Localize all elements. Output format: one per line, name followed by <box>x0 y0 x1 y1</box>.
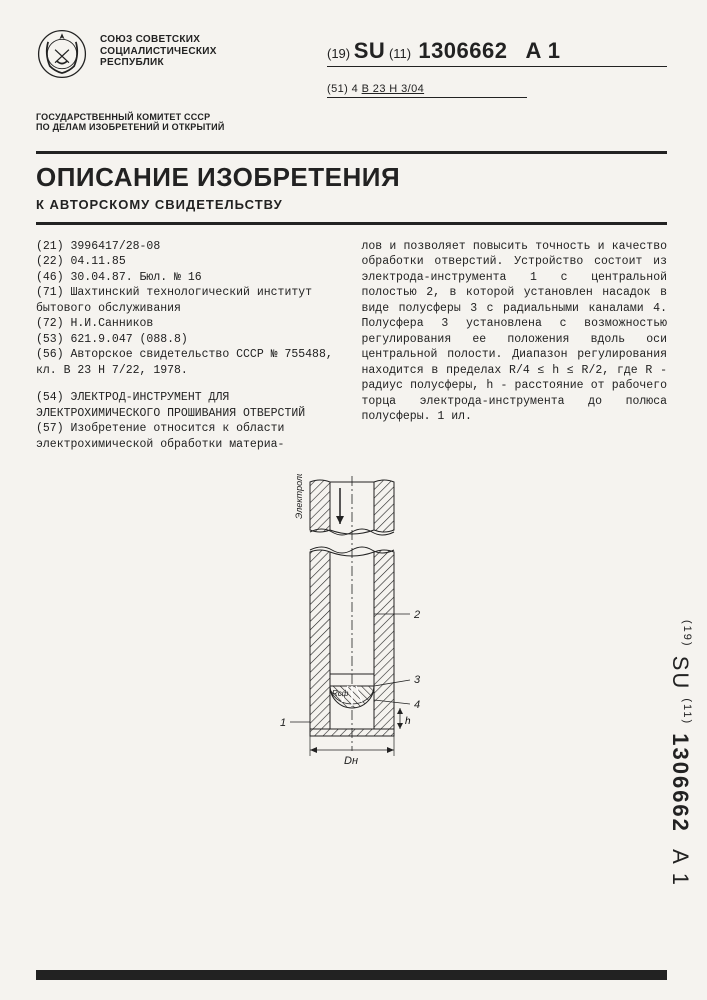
country-code: SU <box>354 38 386 63</box>
committee-label: ГОСУДАРСТВЕННЫЙ КОМИТЕТ СССР ПО ДЕЛАМ ИЗ… <box>36 112 667 133</box>
side-number: 1306662 <box>668 733 693 833</box>
publication-number: 1306662 <box>418 38 507 63</box>
right-column: лов и позволяет повысить точность и каче… <box>362 239 668 465</box>
side-11: (11) <box>681 698 693 725</box>
side-su: SU <box>668 656 693 691</box>
body-columns: (21) 3996417/28-08 (22) 04.11.85 (46) 30… <box>36 239 667 465</box>
field-22: (22) 04.11.85 <box>36 254 342 270</box>
electrolyte-label: Электролит <box>294 474 304 519</box>
field-57-left: (57) Изобретение относится к области эле… <box>36 421 342 452</box>
ussr-emblem-icon <box>36 28 88 80</box>
field-54: (54) ЭЛЕКТРОД-ИНСТРУМЕНТ ДЛЯ ЭЛЕКТРОХИМИ… <box>36 390 342 421</box>
publication-codes: (19) SU (11) 1306662 A 1 (51) 4 B 23 H 3… <box>291 28 667 98</box>
side-publication-label: (19) SU (11) 1306662 A 1 <box>667 620 693 887</box>
callout-4: 4 <box>414 699 420 711</box>
left-column: (21) 3996417/28-08 (22) 04.11.85 (46) 30… <box>36 239 342 465</box>
field-56: (56) Авторское свидетельство СССР № 7554… <box>36 347 342 378</box>
side-kind: A 1 <box>668 849 693 887</box>
document-header: СОЮЗ СОВЕТСКИХ СОЦИАЛИСТИЧЕСКИХ РЕСПУБЛИ… <box>36 28 667 98</box>
field-57-right: лов и позволяет повысить точность и каче… <box>362 239 668 425</box>
union-label: СОЮЗ СОВЕТСКИХ СОЦИАЛИСТИЧЕСКИХ РЕСПУБЛИ… <box>100 34 279 69</box>
figure-area: 2 3 4 1 h Dн Электролит Rсф <box>36 474 667 784</box>
code-19-prefix: (19) <box>327 46 350 61</box>
main-title: ОПИСАНИЕ ИЗОБРЕТЕНИЯ <box>36 162 667 193</box>
callout-1: 1 <box>280 717 286 729</box>
kind-code: A 1 <box>526 38 561 63</box>
callout-3: 3 <box>414 674 421 686</box>
dim-dn: Dн <box>344 755 358 767</box>
callout-2: 2 <box>413 609 420 621</box>
side-19: (19) <box>681 620 693 648</box>
code-11-prefix: (11) <box>389 46 411 61</box>
field-71: (71) Шахтинский технологический институт… <box>36 285 342 316</box>
subtitle: К АВТОРСКОМУ СВИДЕТЕЛЬСТВУ <box>36 197 667 212</box>
field-72: (72) Н.И.Санников <box>36 316 342 332</box>
field-21: (21) 3996417/28-08 <box>36 239 342 255</box>
technical-drawing-icon: 2 3 4 1 h Dн Электролит Rсф <box>262 474 442 784</box>
field-46: (46) 30.04.87. Бюл. № 16 <box>36 270 342 286</box>
ipc-code: B 23 H 3/04 <box>362 83 425 95</box>
ipc-prefix: (51) 4 <box>327 83 358 95</box>
r-sphere-label: Rсф <box>332 689 349 698</box>
bottom-border <box>36 970 667 980</box>
dim-h: h <box>405 716 411 727</box>
title-section: ОПИСАНИЕ ИЗОБРЕТЕНИЯ К АВТОРСКОМУ СВИДЕТ… <box>36 151 667 225</box>
field-53: (53) 621.9.047 (088.8) <box>36 332 342 348</box>
